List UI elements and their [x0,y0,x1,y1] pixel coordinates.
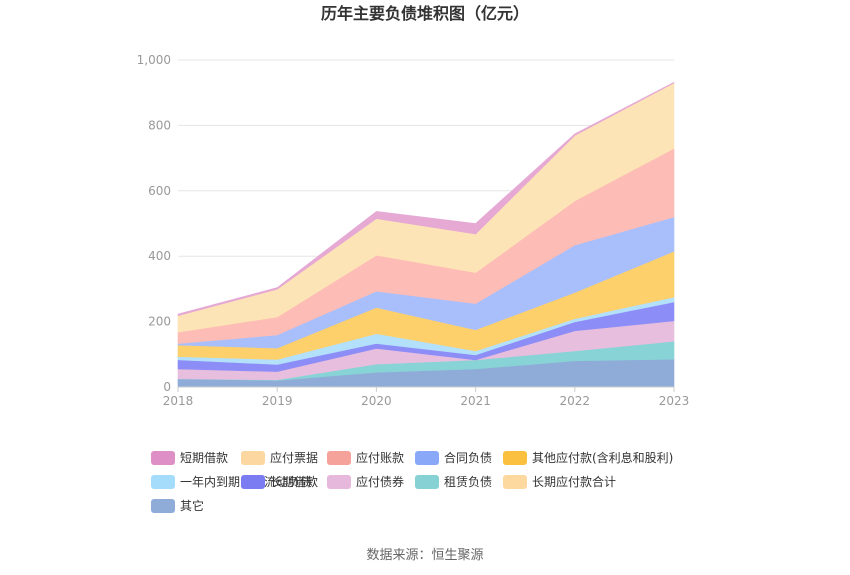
legend-swatch [241,451,265,465]
legend-item[interactable]: 应付债券 [327,474,404,489]
x-tick-label: 2019 [262,394,293,408]
legend[interactable]: 短期借款应付票据应付账款合同负债其他应付款(含利息和股利)一年内到期的非流动负债… [151,450,673,513]
legend-label: 长期应付款合计 [532,474,616,489]
y-tick-label: 800 [148,118,171,132]
legend-swatch [415,451,439,465]
legend-label: 短期借款 [180,451,228,465]
legend-item[interactable]: 其他应付款(含利息和股利) [503,450,673,465]
y-tick-label: 600 [148,184,171,198]
legend-swatch [151,499,175,513]
plot-areas [177,81,675,388]
legend-label: 合同负债 [444,450,492,465]
data-source: 数据来源：恒生聚源 [366,548,483,563]
x-tick-label: 2021 [460,394,491,408]
legend-item[interactable]: 其它 [151,498,204,513]
x-tick-label: 2023 [659,394,690,408]
legend-item[interactable]: 短期借款 [151,451,228,465]
legend-swatch [241,475,265,489]
legend-item[interactable]: 长期借款 [241,475,318,489]
legend-label: 其它 [180,498,204,513]
legend-swatch [151,451,175,465]
x-tick-label: 2018 [163,394,194,408]
y-tick-label: 1,000 [137,53,171,67]
legend-item[interactable]: 长期应付款合计 [503,474,616,489]
legend-label: 应付账款 [356,450,404,465]
x-tick-label: 2020 [361,394,392,408]
legend-label: 其他应付款(含利息和股利) [532,450,673,465]
legend-swatch [415,475,439,489]
legend-item[interactable]: 租赁负债 [415,475,492,489]
chart-title: 历年主要负债堆积图（亿元） [321,4,529,23]
legend-item[interactable]: 应付票据 [241,450,318,465]
y-tick-label: 400 [148,249,171,263]
legend-item[interactable]: 合同负债 [415,450,492,465]
legend-label: 租赁负债 [444,475,492,489]
y-tick-label: 0 [163,380,171,394]
x-tick-label: 2022 [560,394,591,408]
legend-swatch [503,451,527,465]
legend-swatch [503,475,527,489]
legend-swatch [151,475,175,489]
legend-swatch [327,475,351,489]
legend-item[interactable]: 应付账款 [327,450,404,465]
legend-label: 应付票据 [270,450,318,465]
legend-swatch [327,451,351,465]
area-series [177,81,675,317]
legend-label: 长期借款 [270,475,318,489]
y-tick-label: 200 [148,315,171,329]
axes: 0 200 400 600 800 1,000 2018 2019 2020 2021 2022 20… [137,53,690,408]
legend-label: 应付债券 [356,474,404,489]
